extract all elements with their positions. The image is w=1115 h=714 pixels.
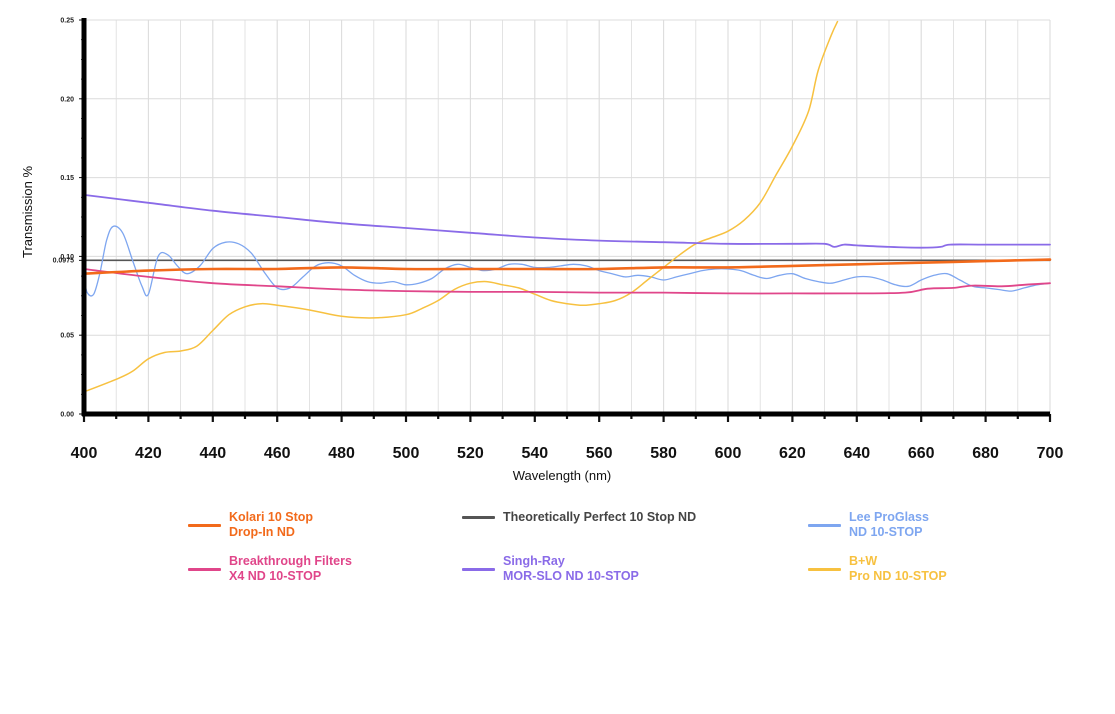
y-tick-label: 0.05 [60, 333, 74, 340]
y-axis-label: Transmission % [20, 166, 35, 258]
legend-label-line: Theoretically Perfect 10 Stop ND [503, 510, 697, 524]
x-tick-label: 640 [843, 445, 870, 462]
legend-label: B+W Pro ND 10-STOP [849, 554, 947, 584]
series-line-kolari [82, 258, 1052, 275]
legend-label-line: Kolari 10 Stop [229, 510, 314, 524]
legend-label-line: Pro ND 10-STOP [849, 569, 947, 583]
y-tick-label: 0.20 [60, 96, 74, 103]
legend-label: Theoretically Perfect 10 Stop ND [503, 510, 696, 525]
legend-swatch [188, 523, 221, 527]
x-tick-label: 680 [972, 445, 999, 462]
legend-swatch [188, 567, 221, 571]
legend-label-line: Breakthrough Filters [229, 554, 352, 568]
legend-label-line: X4 ND 10-STOP [229, 569, 322, 583]
legend-label: Kolari 10 Stop Drop-In ND [229, 510, 313, 540]
axes [79, 18, 1052, 422]
y-tick-label: 0.15 [60, 175, 74, 182]
x-tick-label: 400 [71, 445, 98, 462]
x-tick-label: 560 [586, 445, 613, 462]
x-tick-label: 660 [908, 445, 935, 462]
x-tick-label: 500 [393, 445, 420, 462]
legend-item-bw: B+W Pro ND 10-STOP [808, 554, 947, 584]
legend-label: Breakthrough Filters X4 ND 10-STOP [229, 554, 352, 584]
legend-swatch [808, 567, 841, 571]
x-tick-label: 420 [135, 445, 162, 462]
grid-lines [83, 19, 1051, 415]
legend-item-breakthrough: Breakthrough Filters X4 ND 10-STOP [188, 554, 352, 584]
legend-label-line: MOR-SLO ND 10-STOP [503, 569, 639, 583]
x-tick-label: 580 [650, 445, 677, 462]
chart-legend: Kolari 10 Stop Drop-In ND Theoretically Pe… [0, 505, 1115, 595]
series-line-bw [83, 20, 839, 393]
series-line-breakthrough [83, 268, 1051, 295]
x-tick-label: 480 [328, 445, 355, 462]
legend-label-line: ND 10-STOP [849, 525, 923, 539]
x-tick-label: 520 [457, 445, 484, 462]
x-tick-label: 540 [521, 445, 548, 462]
legend-label: Lee ProGlass ND 10-STOP [849, 510, 929, 540]
legend-item-kolari: Kolari 10 Stop Drop-In ND [188, 510, 313, 540]
x-tick-label: 460 [264, 445, 291, 462]
y-tick-label: 0.10 [60, 254, 74, 261]
legend-label-line: Drop-In ND [229, 525, 295, 539]
legend-swatch [462, 516, 495, 519]
x-tick-label: 440 [199, 445, 226, 462]
y-tick-label: 0.25 [60, 18, 74, 25]
legend-item-singhray: Singh-Ray MOR-SLO ND 10-STOP [462, 554, 639, 584]
legend-label-line: Singh-Ray [503, 554, 565, 568]
legend-swatch [462, 567, 495, 571]
legend-label-line: B+W [849, 554, 878, 568]
legend-swatch [808, 523, 841, 527]
x-tick-label: 700 [1037, 445, 1064, 462]
legend-label: Singh-Ray MOR-SLO ND 10-STOP [503, 554, 639, 584]
x-tick-label: 620 [779, 445, 806, 462]
legend-item-perfect: Theoretically Perfect 10 Stop ND [462, 510, 696, 525]
y-tick-label: 0.0975 [53, 257, 75, 264]
legend-item-lee: Lee ProGlass ND 10-STOP [808, 510, 929, 540]
series-line-lee [83, 225, 1051, 297]
x-axis-label: Wavelength (nm) [513, 468, 612, 483]
series-line-singhray [83, 194, 1051, 249]
legend-label-line: Lee ProGlass [849, 510, 929, 524]
series-lines [82, 20, 1052, 393]
y-tick-label: 0.00 [60, 412, 74, 419]
x-tick-label: 600 [715, 445, 742, 462]
